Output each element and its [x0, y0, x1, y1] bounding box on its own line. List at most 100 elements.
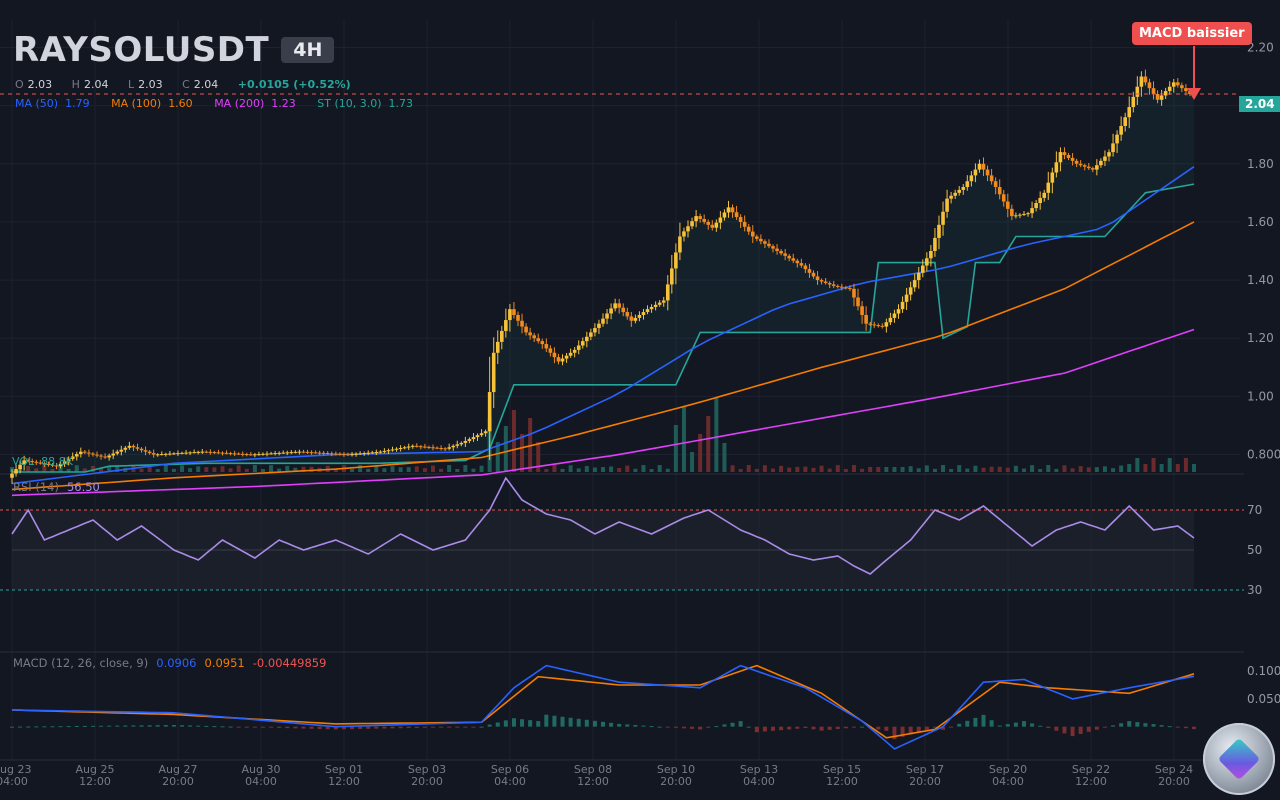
macd-tick-label: 0.050 [1247, 692, 1280, 706]
candle-body [585, 336, 589, 342]
volume-bar [649, 468, 654, 472]
volume-bar [163, 465, 168, 472]
candle-body [232, 453, 237, 455]
candle-body [265, 453, 269, 455]
volume-bar [827, 468, 832, 472]
candle-body [220, 452, 225, 454]
candle-body [91, 453, 95, 455]
macd-histogram-bar [641, 725, 646, 727]
ma100-legend[interactable]: MA (100) 1.60 [111, 97, 193, 110]
x-tick-sublabel: 04:00 [743, 775, 775, 788]
candle-body [791, 258, 796, 261]
macd-histogram-bar [746, 726, 751, 728]
macd-histogram-bar [374, 726, 379, 729]
ma50-legend[interactable]: MA (50) 1.79 [15, 97, 90, 110]
candle-body [192, 452, 196, 454]
candle-body [305, 451, 310, 453]
candle-body [884, 322, 889, 327]
macd-histogram-bar [171, 725, 176, 727]
macd-histogram-bar [609, 722, 614, 727]
volume-bar [99, 467, 104, 472]
x-tick-label: Sep 24 [1155, 763, 1193, 776]
volume-bar [455, 468, 460, 472]
candle-body [439, 448, 443, 450]
candle-body [957, 189, 962, 193]
candle-body [95, 454, 99, 456]
candle-body [257, 454, 261, 456]
volume-bar [520, 434, 525, 472]
macd-histogram-bar [1030, 723, 1035, 727]
candle-body [568, 352, 573, 356]
candle-body [1014, 215, 1018, 217]
candle-body [427, 446, 431, 448]
macd-histogram-bar [690, 726, 695, 729]
volume-bar [722, 443, 727, 472]
candle-body [532, 335, 536, 339]
volume-bar [544, 468, 549, 472]
candle-body [212, 452, 217, 454]
macd-histogram-bar [827, 726, 832, 730]
candle-body [706, 221, 711, 225]
macd-histogram-bar [754, 726, 759, 733]
candle-body [374, 452, 379, 454]
volume-bar [601, 467, 605, 472]
candle-body [702, 219, 706, 222]
volume-bar [1038, 468, 1043, 472]
ma200-line [11, 328, 1195, 497]
candle-body [317, 452, 322, 454]
ma200-legend[interactable]: MA (200) 1.23 [214, 97, 296, 110]
candle-body [698, 216, 702, 220]
macd-histogram-bar [1135, 722, 1140, 727]
candle-body [115, 451, 120, 454]
candle-body [969, 175, 974, 182]
candle-body [674, 252, 678, 269]
rsi-line [11, 476, 1195, 575]
candle-body [1127, 107, 1132, 118]
x-tick-sublabel: 12:00 [1075, 775, 1107, 788]
volume-bar [673, 425, 678, 472]
macd-histogram-bar [1038, 725, 1043, 727]
supertrend-legend[interactable]: ST (10, 3.0) 1.73 [317, 97, 414, 110]
macd-histogram-bar [787, 726, 792, 730]
macd-histogram-bar [1119, 723, 1124, 727]
candle-body [1123, 117, 1127, 126]
candle-body [827, 282, 832, 285]
candle-body [289, 452, 294, 454]
candle-body [771, 246, 775, 249]
candle-body [564, 355, 569, 359]
candle-body [184, 452, 188, 454]
x-tick-sublabel: 20:00 [909, 775, 941, 788]
candle-body [346, 454, 350, 456]
macd-histogram-bar [698, 726, 703, 730]
volume-bar [1021, 468, 1026, 472]
volume-bar [625, 465, 630, 472]
macd-histogram-bar [341, 726, 346, 730]
candle-body [204, 451, 209, 453]
candle-body [572, 349, 577, 353]
volume-bar [779, 465, 784, 472]
macd-histogram-bar [884, 726, 889, 731]
macd-histogram-bar [147, 725, 152, 727]
volume-bar [1005, 467, 1010, 472]
candle-body [1095, 165, 1099, 170]
candle-body [742, 221, 747, 227]
candle-body [1119, 125, 1123, 135]
candle-body [1163, 91, 1168, 96]
candle-body [293, 451, 298, 453]
volume-bar [981, 467, 986, 472]
timeframe-badge[interactable]: 4H [281, 37, 335, 63]
candle-body [609, 308, 613, 314]
cube-icon [1217, 737, 1261, 781]
candle-body [1143, 76, 1148, 83]
macd-histogram-bar [965, 720, 970, 727]
candle-body [536, 338, 541, 342]
volume-bar [851, 465, 856, 472]
candle-body [868, 323, 872, 325]
macd-histogram-bar [811, 726, 816, 730]
candle-body [1115, 134, 1119, 144]
volume-bar [738, 468, 743, 472]
macd-histogram-bar [1005, 724, 1010, 727]
macd-histogram-bar [738, 721, 743, 727]
macd-histogram-bar [1111, 725, 1116, 727]
